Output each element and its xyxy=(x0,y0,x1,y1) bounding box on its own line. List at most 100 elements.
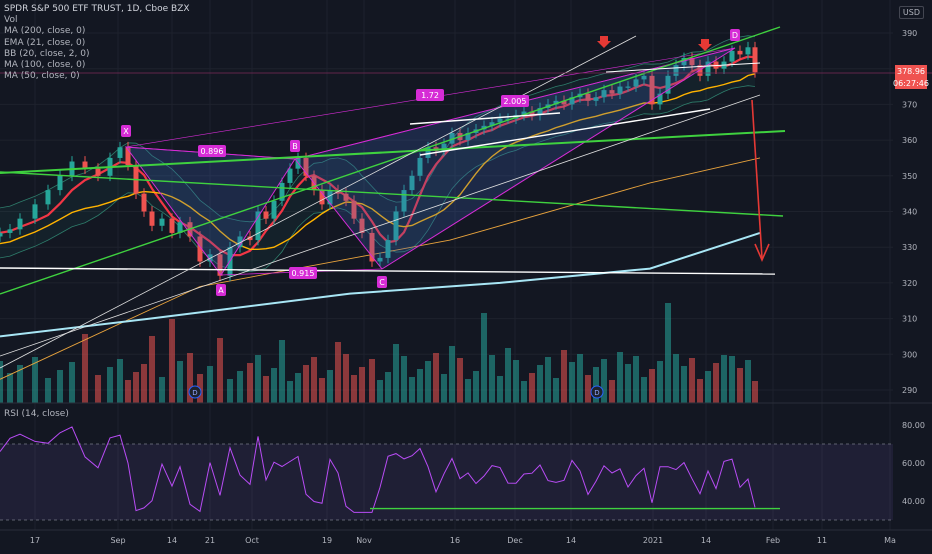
volume-bar xyxy=(287,381,293,403)
legend-ema21: EMA (21, close, 0) xyxy=(4,37,86,48)
rsi-band xyxy=(0,444,893,520)
candle-body xyxy=(673,65,679,76)
volume-bar xyxy=(441,374,447,403)
x-tick-label: Ma xyxy=(884,536,896,545)
rsi-line xyxy=(0,426,756,513)
candle-body xyxy=(609,90,615,94)
x-tick-label: Nov xyxy=(356,536,372,545)
currency-button[interactable]: USD xyxy=(898,6,924,19)
volume-bar xyxy=(319,378,325,403)
y-tick-label: 390 xyxy=(902,29,917,38)
ratio-label: 0.915 xyxy=(292,269,315,278)
countdown-value: 06:27:46 xyxy=(893,79,929,88)
volume-bar xyxy=(45,378,51,403)
volume-bar xyxy=(689,358,695,403)
ratio-label: 0.896 xyxy=(201,147,224,156)
legend-title: SPDR S&P 500 ETF TRUST, 1D, Cboe BZX xyxy=(4,4,190,14)
candle-body xyxy=(303,157,309,176)
volume-bar xyxy=(95,375,101,403)
candle-body xyxy=(585,93,591,101)
candle-body xyxy=(159,218,165,226)
y-tick-label: 310 xyxy=(902,315,917,324)
candle-body xyxy=(601,90,607,98)
ratio-label: 1.72 xyxy=(421,91,439,100)
volume-bar xyxy=(377,380,383,403)
pattern-point-a xyxy=(216,284,226,296)
candle-body xyxy=(141,193,147,212)
volume-bar xyxy=(465,379,471,403)
volume-bar xyxy=(473,371,479,403)
volume-bar xyxy=(169,319,175,403)
candle-body xyxy=(247,236,253,241)
candle-body xyxy=(665,75,671,94)
volume-bar xyxy=(57,370,63,403)
pattern-point-d xyxy=(730,29,740,41)
wedge-top-line xyxy=(605,62,761,73)
volume-bar xyxy=(385,372,391,403)
volume-bar xyxy=(401,356,407,403)
volume-bar xyxy=(641,377,647,403)
legend-ma50: MA (50, close, 0) xyxy=(4,71,80,82)
candle-body xyxy=(385,240,391,258)
volume-bar xyxy=(117,359,123,403)
forecast-arrow-line xyxy=(751,99,763,259)
candle-body xyxy=(0,232,3,237)
x-tick-label: 11 xyxy=(817,536,827,545)
volume-bar xyxy=(227,379,233,403)
volume-bar xyxy=(521,381,527,403)
support-line xyxy=(0,267,776,275)
volume-bar xyxy=(207,366,213,403)
axes: 29030031032033034035036037038039017Sep14… xyxy=(0,29,932,545)
volume-bar xyxy=(665,303,671,403)
ratio-box xyxy=(501,95,529,107)
dividend-marker xyxy=(590,385,604,399)
candle-body xyxy=(95,168,101,176)
volume-bar xyxy=(657,361,663,403)
volume-bar xyxy=(149,336,155,403)
volume-bar xyxy=(737,368,743,403)
candle-body xyxy=(327,190,333,205)
legend-ma100: MA (100, close, 0) xyxy=(4,60,86,71)
y-tick-label: 350 xyxy=(902,172,917,181)
y-tick-label: 300 xyxy=(902,350,917,359)
volume-bar xyxy=(537,365,543,403)
volume-bar xyxy=(303,365,309,403)
volume-bar xyxy=(561,350,567,403)
dividend-marker xyxy=(188,385,202,399)
candle-body xyxy=(657,93,663,105)
candle-body xyxy=(217,254,223,276)
candle-body xyxy=(343,193,349,201)
volume-bar xyxy=(625,364,631,403)
candle-body xyxy=(319,190,325,205)
volume-bar xyxy=(497,376,503,403)
volume-bar xyxy=(187,353,193,403)
volume-bar xyxy=(425,361,431,403)
candle-body xyxy=(633,79,639,87)
sell-arrow-icon xyxy=(597,36,611,48)
legend: SPDR S&P 500 ETF TRUST, 1D, Cboe BZX Vol… xyxy=(4,4,190,82)
candle-body xyxy=(537,107,543,116)
candle-body xyxy=(237,236,243,248)
resistance-line xyxy=(409,112,561,125)
candle-body xyxy=(207,254,213,262)
pattern-point-label: X xyxy=(123,127,129,136)
volume-bar xyxy=(705,371,711,403)
candle-body xyxy=(425,147,431,158)
candle-body xyxy=(82,161,88,169)
legend-bb: BB (20, close, 2, 0) xyxy=(4,48,90,59)
volume-bar xyxy=(545,357,551,403)
pattern-point-label: A xyxy=(218,286,224,295)
pattern-point-label: D xyxy=(732,31,738,40)
volume-bar xyxy=(237,371,243,403)
candle-body xyxy=(553,100,559,105)
x-tick-label: Sep xyxy=(110,536,125,545)
volume-bar xyxy=(481,313,487,403)
x-tick-label: Dec xyxy=(507,536,522,545)
volume-bar xyxy=(673,354,679,403)
x-tick-label: Feb xyxy=(766,536,780,545)
candle-body xyxy=(681,57,687,66)
drawings: X A B C D 0.896 0.915 1.72 2.005 xyxy=(0,26,932,369)
sell-arrow-icon xyxy=(698,39,712,51)
volume-bar xyxy=(633,356,639,403)
